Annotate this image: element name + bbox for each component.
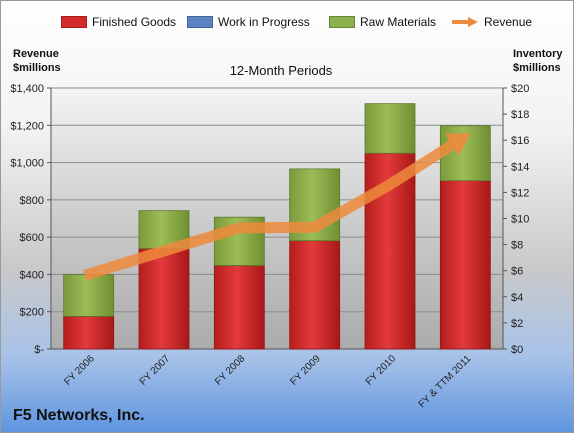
right-axis-tick-label: $8 [511, 240, 523, 252]
left-axis-title: Revenue $millions [13, 47, 61, 75]
bar-raw-materials [364, 103, 416, 154]
left-axis-tick-label: $- [34, 344, 44, 356]
left-axis-tick-label: $1,000 [10, 158, 44, 170]
right-axis-tick-label: $0 [511, 344, 523, 356]
legend-label-raw-materials: Raw Materials [360, 15, 437, 29]
bar-finished-goods [289, 240, 341, 350]
left-axis-title-line1: Revenue [13, 48, 59, 60]
chart-title: 12-Month Periods [229, 63, 333, 78]
bar-raw-materials [63, 274, 115, 317]
right-axis-tick-label: $2 [511, 318, 523, 330]
right-axis-tick-label: $10 [511, 214, 529, 226]
left-axis-tick-label: $800 [20, 195, 44, 207]
right-axis-tick-label: $20 [511, 83, 529, 95]
bar-finished-goods [213, 265, 265, 350]
right-axis-tick-label: $16 [511, 135, 529, 147]
left-axis-tick-label: $1,400 [10, 83, 44, 95]
bar-finished-goods [138, 248, 190, 350]
bar-finished-goods [439, 180, 491, 350]
legend-swatch-work-in-progress [187, 16, 213, 28]
legend-item-finished-goods: Finished Goods [61, 15, 176, 29]
left-axis-tick-label: $200 [20, 307, 44, 319]
x-axis-tick-label: FY & TTM 2011 [417, 353, 474, 410]
legend-swatch-raw-materials [329, 16, 355, 28]
x-axis-tick-label: FY 2006 [62, 353, 97, 388]
right-axis-title-line1: Inventory [513, 48, 563, 60]
bar-finished-goods [63, 315, 115, 350]
left-axis-tick-label: $400 [20, 269, 44, 281]
revenue-arrowhead [445, 133, 471, 156]
x-axis-tick-label: FY 2008 [213, 353, 248, 388]
x-axis-tick-label: FY 2009 [288, 353, 323, 388]
legend-item-revenue: Revenue [451, 15, 532, 29]
legend-item-work-in-progress: Work in Progress [187, 15, 310, 29]
plot-area [51, 88, 503, 349]
right-axis-title: Inventory $millions [513, 47, 563, 75]
legend-label-work-in-progress: Work in Progress [218, 15, 310, 29]
legend-swatch-finished-goods [61, 16, 87, 28]
company-name: F5 Networks, Inc. [13, 407, 145, 424]
legend-item-raw-materials: Raw Materials [329, 15, 436, 29]
legend: Finished Goods Work in Progress Raw Mate… [1, 15, 573, 35]
revenue-line [83, 138, 458, 281]
left-axis-tick-label: $1,200 [10, 120, 44, 132]
right-axis-tick-label: $4 [511, 292, 523, 304]
left-axis-title-line2: $millions [13, 62, 61, 74]
legend-label-revenue: Revenue [484, 15, 533, 29]
legend-label-finished-goods: Finished Goods [92, 15, 177, 29]
right-axis-title-line2: $millions [513, 62, 561, 74]
left-axis-tick-label: $600 [20, 232, 44, 244]
right-axis-tick-label: $18 [511, 109, 529, 121]
right-axis-tick-label: $12 [511, 187, 529, 199]
legend-arrow-icon [452, 17, 478, 27]
x-axis-tick-label: FY 2007 [138, 353, 173, 388]
x-axis-tick-label: FY 2010 [364, 353, 399, 388]
right-axis-tick-label: $6 [511, 266, 523, 278]
right-axis-tick-label: $14 [511, 161, 529, 173]
